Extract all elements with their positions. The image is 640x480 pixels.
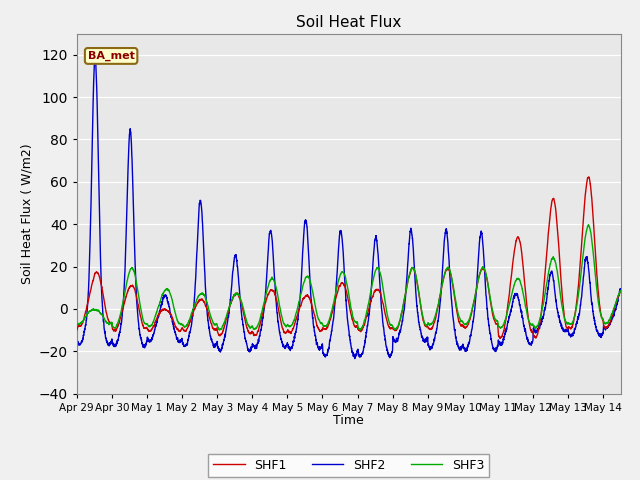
Line: SHF2: SHF2 xyxy=(77,56,621,359)
SHF2 xyxy=(91,53,99,59)
Line: SHF3: SHF3 xyxy=(77,225,621,330)
SHF3 xyxy=(584,222,592,228)
X-axis label: Time: Time xyxy=(333,414,364,427)
SHF1 xyxy=(199,298,207,303)
SHF3 xyxy=(202,297,210,302)
SHF1 xyxy=(585,174,593,180)
SHF1 xyxy=(317,328,324,334)
SHF2 xyxy=(202,295,210,301)
SHF2 xyxy=(617,287,625,293)
Legend: SHF1, SHF2, SHF3: SHF1, SHF2, SHF3 xyxy=(209,454,489,477)
Line: SHF1: SHF1 xyxy=(77,177,621,338)
SHF2 xyxy=(200,237,207,242)
SHF3 xyxy=(612,298,620,303)
SHF1 xyxy=(202,303,210,309)
SHF2 xyxy=(612,303,620,309)
SHF3 xyxy=(199,291,207,297)
SHF2 xyxy=(317,345,324,350)
SHF2 xyxy=(205,325,212,331)
SHF3 xyxy=(617,288,625,294)
SHF3 xyxy=(356,327,364,333)
SHF1 xyxy=(73,327,81,333)
SHF3 xyxy=(205,307,212,312)
Title: Soil Heat Flux: Soil Heat Flux xyxy=(296,15,401,30)
SHF1 xyxy=(617,288,625,294)
SHF3 xyxy=(317,321,324,326)
SHF3 xyxy=(278,314,285,320)
SHF1 xyxy=(612,298,620,304)
SHF3 xyxy=(73,323,81,329)
Y-axis label: Soil Heat Flux ( W/m2): Soil Heat Flux ( W/m2) xyxy=(20,144,33,284)
SHF2 xyxy=(278,339,286,345)
SHF1 xyxy=(278,323,285,329)
Text: BA_met: BA_met xyxy=(88,51,134,61)
SHF2 xyxy=(73,336,81,342)
SHF1 xyxy=(205,313,212,319)
SHF1 xyxy=(497,336,504,341)
SHF2 xyxy=(351,356,358,361)
